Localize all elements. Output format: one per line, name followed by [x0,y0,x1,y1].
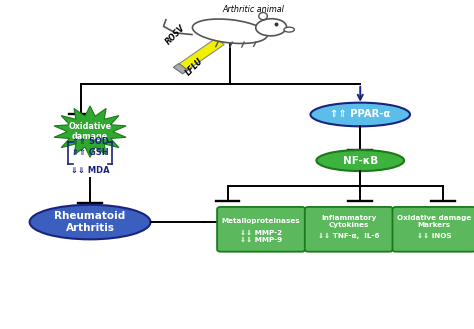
Ellipse shape [192,19,267,43]
Bar [179,38,224,70]
Bar [219,34,231,42]
Polygon shape [54,106,126,157]
FancyBboxPatch shape [392,207,474,252]
Text: ⇑⇑ GSH: ⇑⇑ GSH [72,148,109,157]
Text: ⇑⇑ SOD: ⇑⇑ SOD [72,137,109,146]
Bar [173,63,188,74]
Ellipse shape [310,103,410,126]
Text: NF-κB: NF-κB [343,156,378,165]
FancyBboxPatch shape [305,207,393,252]
Text: ⇓⇓ TNF-α,  IL-6: ⇓⇓ TNF-α, IL-6 [318,233,380,239]
Text: Oxidative
damage: Oxidative damage [69,122,111,141]
FancyBboxPatch shape [217,207,305,252]
Ellipse shape [316,150,404,171]
Text: Inflammatory
Cytokines: Inflammatory Cytokines [321,215,376,228]
Text: ⇓⇓ MMP-2
⇓⇓ MMP-9: ⇓⇓ MMP-2 ⇓⇓ MMP-9 [240,230,283,243]
Text: ⇓⇓ MDA: ⇓⇓ MDA [71,166,109,175]
Ellipse shape [256,19,286,36]
Ellipse shape [259,13,267,20]
Text: LFLU: LFLU [184,56,205,77]
Text: Metalloproteinases: Metalloproteinases [222,218,301,224]
Text: ⇓⇓ iNOS: ⇓⇓ iNOS [417,233,452,239]
Text: Rheumatoid
Arthritis: Rheumatoid Arthritis [55,211,126,233]
Text: ⇑⇑ PPAR-α: ⇑⇑ PPAR-α [330,110,391,119]
Text: ROSV: ROSV [164,23,187,46]
Ellipse shape [284,27,294,32]
Ellipse shape [29,205,151,240]
Text: Oxidative damage
Markers: Oxidative damage Markers [397,215,471,228]
Text: Arthritic animal: Arthritic animal [223,5,284,14]
